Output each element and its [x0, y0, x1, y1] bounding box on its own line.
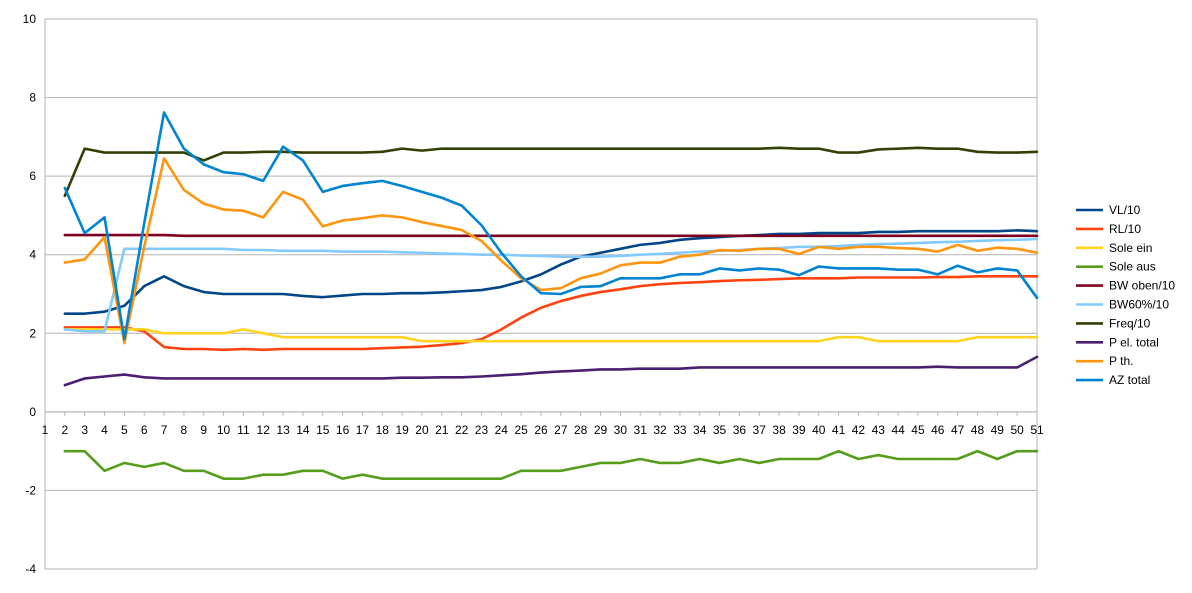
x-tick-label: 3: [81, 423, 88, 437]
legend-label: P el. total: [1109, 335, 1159, 349]
axes: [44, 19, 1038, 569]
legend-label: VL/10: [1109, 203, 1141, 217]
x-tick-label: 9: [200, 423, 207, 437]
x-tick-label: 46: [931, 423, 945, 437]
x-tick-label: 50: [1010, 423, 1024, 437]
x-tick-label: 32: [653, 423, 667, 437]
x-tick-label: 1: [42, 423, 49, 437]
x-tick-label: 26: [534, 423, 548, 437]
x-tick-label: 40: [812, 423, 826, 437]
series-line-2: [63, 275, 1039, 352]
x-axis-tick-labels: 1 2 3 4 5 6 7 8 9 10 11 12 13 14 15 16 17 18 19 20 21 22 23 24 2…: [42, 423, 1044, 437]
x-tick-label: 5: [121, 423, 128, 437]
y-tick-label: 6: [29, 169, 36, 183]
x-tick-label: 23: [475, 423, 489, 437]
x-tick-label: 13: [276, 423, 290, 437]
x-tick-label: 14: [296, 423, 310, 437]
series-line-5: [63, 233, 1039, 238]
y-tick-label: -2: [25, 483, 36, 497]
x-tick-label: 25: [514, 423, 528, 437]
x-tick-label: 37: [753, 423, 767, 437]
x-tick-label: 48: [971, 423, 985, 437]
legend: VL/10 RL/10 Sole ein Sole aus BW oben/10 BW60…: [1076, 203, 1175, 387]
legend-label: RL/10: [1109, 222, 1141, 236]
x-tick-label: 2: [61, 423, 68, 437]
x-tick-label: 49: [991, 423, 1005, 437]
x-tick-label: 20: [415, 423, 429, 437]
x-tick-label: 33: [673, 423, 687, 437]
x-tick-label: 47: [951, 423, 965, 437]
x-tick-label: 8: [181, 423, 188, 437]
x-tick-label: 17: [356, 423, 370, 437]
x-tick-label: 21: [435, 423, 449, 437]
y-tick-label: 10: [23, 12, 37, 26]
series-line-7: [63, 146, 1039, 198]
y-tick-label: 8: [29, 91, 36, 105]
x-tick-label: 16: [336, 423, 350, 437]
x-tick-label: 10: [217, 423, 231, 437]
legend-label: P th.: [1109, 354, 1133, 368]
x-tick-label: 44: [891, 423, 905, 437]
series-line-1: [63, 229, 1039, 315]
legend-label: BW oben/10: [1109, 279, 1175, 293]
y-tick-label: 2: [29, 326, 36, 340]
y-tick-label: 4: [29, 248, 36, 262]
series-line-9: [63, 157, 1039, 345]
x-tick-label: 28: [574, 423, 588, 437]
y-axis-tick-labels: 10 8 6 4 2 0 -2 -4: [23, 12, 37, 576]
series-line-6: [63, 237, 1039, 333]
y-tick-label: 0: [29, 405, 36, 419]
x-tick-label: 34: [693, 423, 707, 437]
x-tick-label: 35: [713, 423, 727, 437]
legend-label: Freq/10: [1109, 316, 1151, 330]
x-tick-label: 29: [594, 423, 608, 437]
x-tick-label: 30: [614, 423, 628, 437]
x-tick-label: 4: [101, 423, 108, 437]
x-tick-label: 15: [316, 423, 330, 437]
legend-label: Sole ein: [1109, 241, 1152, 255]
x-tick-label: 41: [832, 423, 846, 437]
x-tick-label: 12: [257, 423, 271, 437]
legend-label: Sole aus: [1109, 260, 1156, 274]
x-tick-label: 19: [395, 423, 409, 437]
x-tick-label: 7: [161, 423, 168, 437]
legend-label: AZ total: [1109, 373, 1150, 387]
x-tick-label: 31: [634, 423, 648, 437]
x-tick-label: 43: [872, 423, 886, 437]
x-tick-label: 39: [792, 423, 806, 437]
x-tick-label: 6: [141, 423, 148, 437]
x-tick-label: 11: [237, 423, 250, 437]
x-tick-label: 24: [495, 423, 509, 437]
legend-label: BW60%/10: [1109, 298, 1169, 312]
series-line-4: [63, 449, 1039, 480]
x-tick-label: 36: [733, 423, 747, 437]
x-tick-label: 22: [455, 423, 469, 437]
x-tick-label: 27: [554, 423, 568, 437]
x-tick-label: 18: [376, 423, 390, 437]
x-tick-label: 38: [772, 423, 786, 437]
series-lines: [63, 111, 1039, 480]
series-line-3: [63, 328, 1039, 343]
series-line-8: [63, 355, 1039, 387]
x-tick-label: 45: [911, 423, 925, 437]
y-tick-label: -4: [25, 562, 36, 576]
series-line-10: [63, 111, 1039, 341]
x-tick-label: 42: [852, 423, 866, 437]
x-tick-label: 51: [1030, 423, 1044, 437]
